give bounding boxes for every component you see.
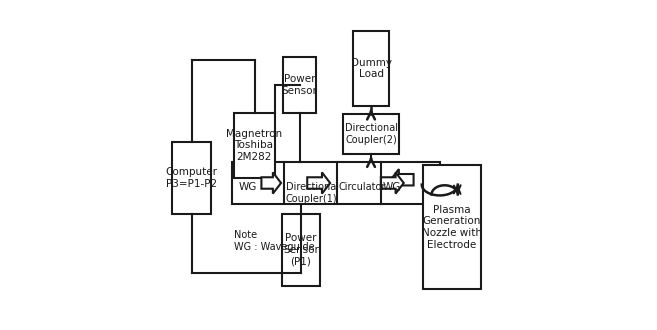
Text: Circulator: Circulator <box>338 182 386 192</box>
FancyBboxPatch shape <box>423 165 481 289</box>
FancyBboxPatch shape <box>282 214 320 286</box>
Text: Note
WG : Waveguide: Note WG : Waveguide <box>234 230 314 252</box>
FancyArrow shape <box>261 172 281 194</box>
Text: Dummy
Load: Dummy Load <box>351 58 392 79</box>
Text: Directional
Coupler(1): Directional Coupler(1) <box>286 182 339 204</box>
FancyBboxPatch shape <box>353 31 389 106</box>
FancyBboxPatch shape <box>172 142 212 214</box>
FancyArrow shape <box>307 172 330 194</box>
FancyArrow shape <box>381 172 404 194</box>
FancyBboxPatch shape <box>232 162 440 204</box>
Text: Directional
Coupler(2): Directional Coupler(2) <box>344 123 397 145</box>
FancyBboxPatch shape <box>283 57 316 113</box>
Text: WG: WG <box>382 182 401 192</box>
Text: WG: WG <box>238 182 257 192</box>
Text: Power
Sensor
(P1): Power Sensor (P1) <box>283 234 319 267</box>
FancyBboxPatch shape <box>234 113 275 178</box>
Text: Magnetron
Toshiba
2M282: Magnetron Toshiba 2M282 <box>226 129 282 162</box>
FancyBboxPatch shape <box>343 114 399 153</box>
Text: Computer
P3=P1-P2: Computer P3=P1-P2 <box>166 167 217 189</box>
FancyArrow shape <box>391 169 413 190</box>
Text: Power
Sensor: Power Sensor <box>282 74 317 96</box>
Text: Plasma
Generation
Nozzle with
Electrode: Plasma Generation Nozzle with Electrode <box>422 205 482 249</box>
